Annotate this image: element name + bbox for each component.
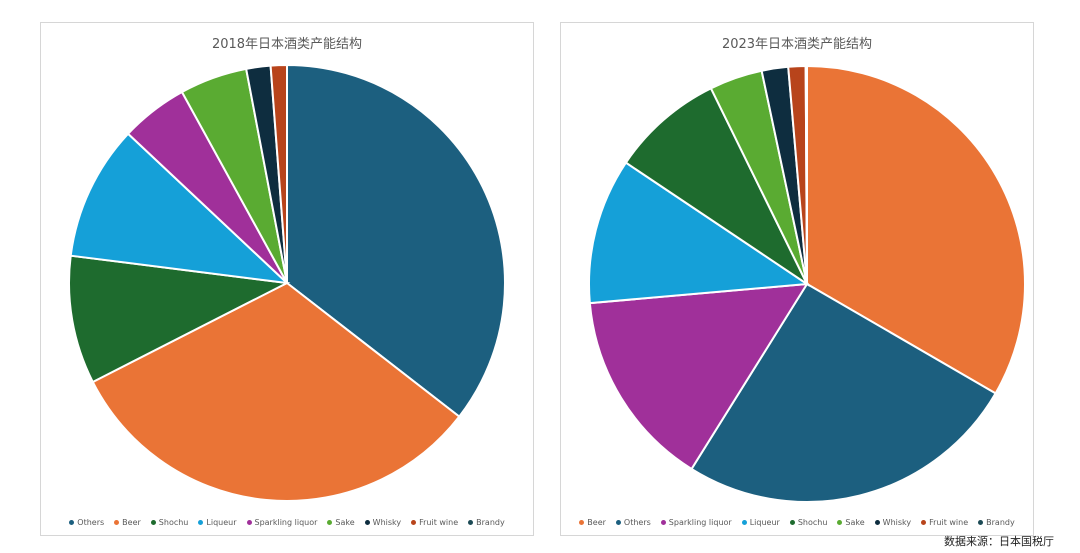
legend-label: Others (623, 518, 651, 527)
legend-swatch (468, 520, 474, 525)
legend-label: Fruit wine (929, 518, 969, 527)
legend-label: Whisky (372, 518, 402, 527)
pie-slice-sparkling-liquor (588, 282, 809, 471)
legend-item-beer: Beer (579, 518, 606, 527)
legend-swatch (921, 520, 927, 525)
pie-slice-fruit-wine (269, 63, 288, 284)
legend-label: Sake (845, 518, 865, 527)
legend-item-liqueur: Liqueur (741, 518, 780, 527)
legend-swatch (114, 520, 120, 525)
legend-item-beer: Beer (114, 518, 141, 527)
legend-item-fruit-wine: Fruit wine (921, 518, 968, 527)
legend-swatch (246, 520, 252, 525)
pie-slice-brandy (804, 64, 808, 285)
chart-panel-2023: 2023年日本酒类产能结构 Beer Others Sparkling liquor… (560, 22, 1034, 536)
legend-swatch (741, 520, 747, 525)
legend-swatch (837, 520, 843, 525)
legend-swatch (69, 520, 75, 525)
legend-label: Brandy (476, 518, 505, 527)
legend-item-brandy: Brandy (468, 518, 505, 527)
legend-label: Shochu (797, 518, 828, 527)
pie-chart-2018 (68, 63, 506, 502)
pie-chart-2023 (588, 64, 1026, 503)
pie-slice-shochu (68, 254, 291, 384)
chart-legend-2023: Beer Others Sparkling liquor Liqueur Shochu S… (561, 518, 1033, 527)
pie-slice-others (690, 282, 997, 503)
legend-label: Beer (587, 518, 606, 527)
pie-slice-shochu (624, 86, 810, 287)
legend-item-others: Others (615, 518, 651, 527)
legend-swatch (789, 520, 795, 525)
legend-swatch (615, 520, 621, 525)
pie-slice-others (286, 63, 506, 419)
legend-item-sparkling-liquor: Sparkling liquor (660, 518, 732, 527)
legend-swatch (364, 520, 370, 525)
legend-item-whisky: Whisky (364, 518, 402, 527)
legend-item-brandy: Brandy (978, 518, 1015, 527)
legend-item-others: Others (69, 518, 104, 527)
legend-item-sake: Sake (837, 518, 865, 527)
legend-swatch (874, 520, 880, 525)
legend-item-whisky: Whisky (874, 518, 912, 527)
legend-swatch (411, 520, 417, 525)
legend-label: Sparkling liquor (254, 518, 318, 527)
legend-item-shochu: Shochu (789, 518, 828, 527)
legend-label: Sake (335, 518, 355, 527)
legend-label: Whisky (882, 518, 912, 527)
legend-item-shochu: Shochu (150, 518, 189, 527)
legend-label: Others (77, 518, 105, 527)
chart-title: 2023年日本酒类产能结构 (721, 37, 873, 52)
legend-swatch (978, 520, 984, 525)
data-source-note: 数据来源：日本国税厅 (944, 535, 1054, 548)
pie-slice-beer (91, 281, 461, 502)
pie-slice-beer (806, 64, 1026, 395)
legend-label: Liqueur (206, 518, 237, 527)
legend-swatch (150, 520, 156, 525)
legend-label: Sparkling liquor (668, 518, 732, 527)
legend-swatch (660, 520, 666, 525)
legend-label: Shochu (158, 518, 189, 527)
legend-swatch (327, 520, 333, 525)
chart-title: 2018年日本酒类产能结构 (211, 37, 363, 52)
legend-item-sake: Sake (327, 518, 355, 527)
legend-label: Fruit wine (419, 518, 459, 527)
legend-swatch (579, 520, 585, 525)
chart-panel-2018: 2018年日本酒类产能结构 Others Beer Shochu Liqueur Spa… (40, 22, 534, 536)
pie-slice-liqueur (69, 132, 290, 285)
pie-slice-liqueur (588, 161, 810, 305)
legend-item-fruit-wine: Fruit wine (411, 518, 458, 527)
legend-label: Beer (122, 518, 141, 527)
legend-swatch (198, 520, 204, 525)
legend-label: Brandy (986, 518, 1015, 527)
chart-legend-2018: Others Beer Shochu Liqueur Sparkling liquor S… (41, 518, 533, 527)
legend-item-sparkling-liquor: Sparkling liquor (246, 518, 318, 527)
legend-item-liqueur: Liqueur (198, 518, 237, 527)
legend-label: Liqueur (749, 518, 780, 527)
